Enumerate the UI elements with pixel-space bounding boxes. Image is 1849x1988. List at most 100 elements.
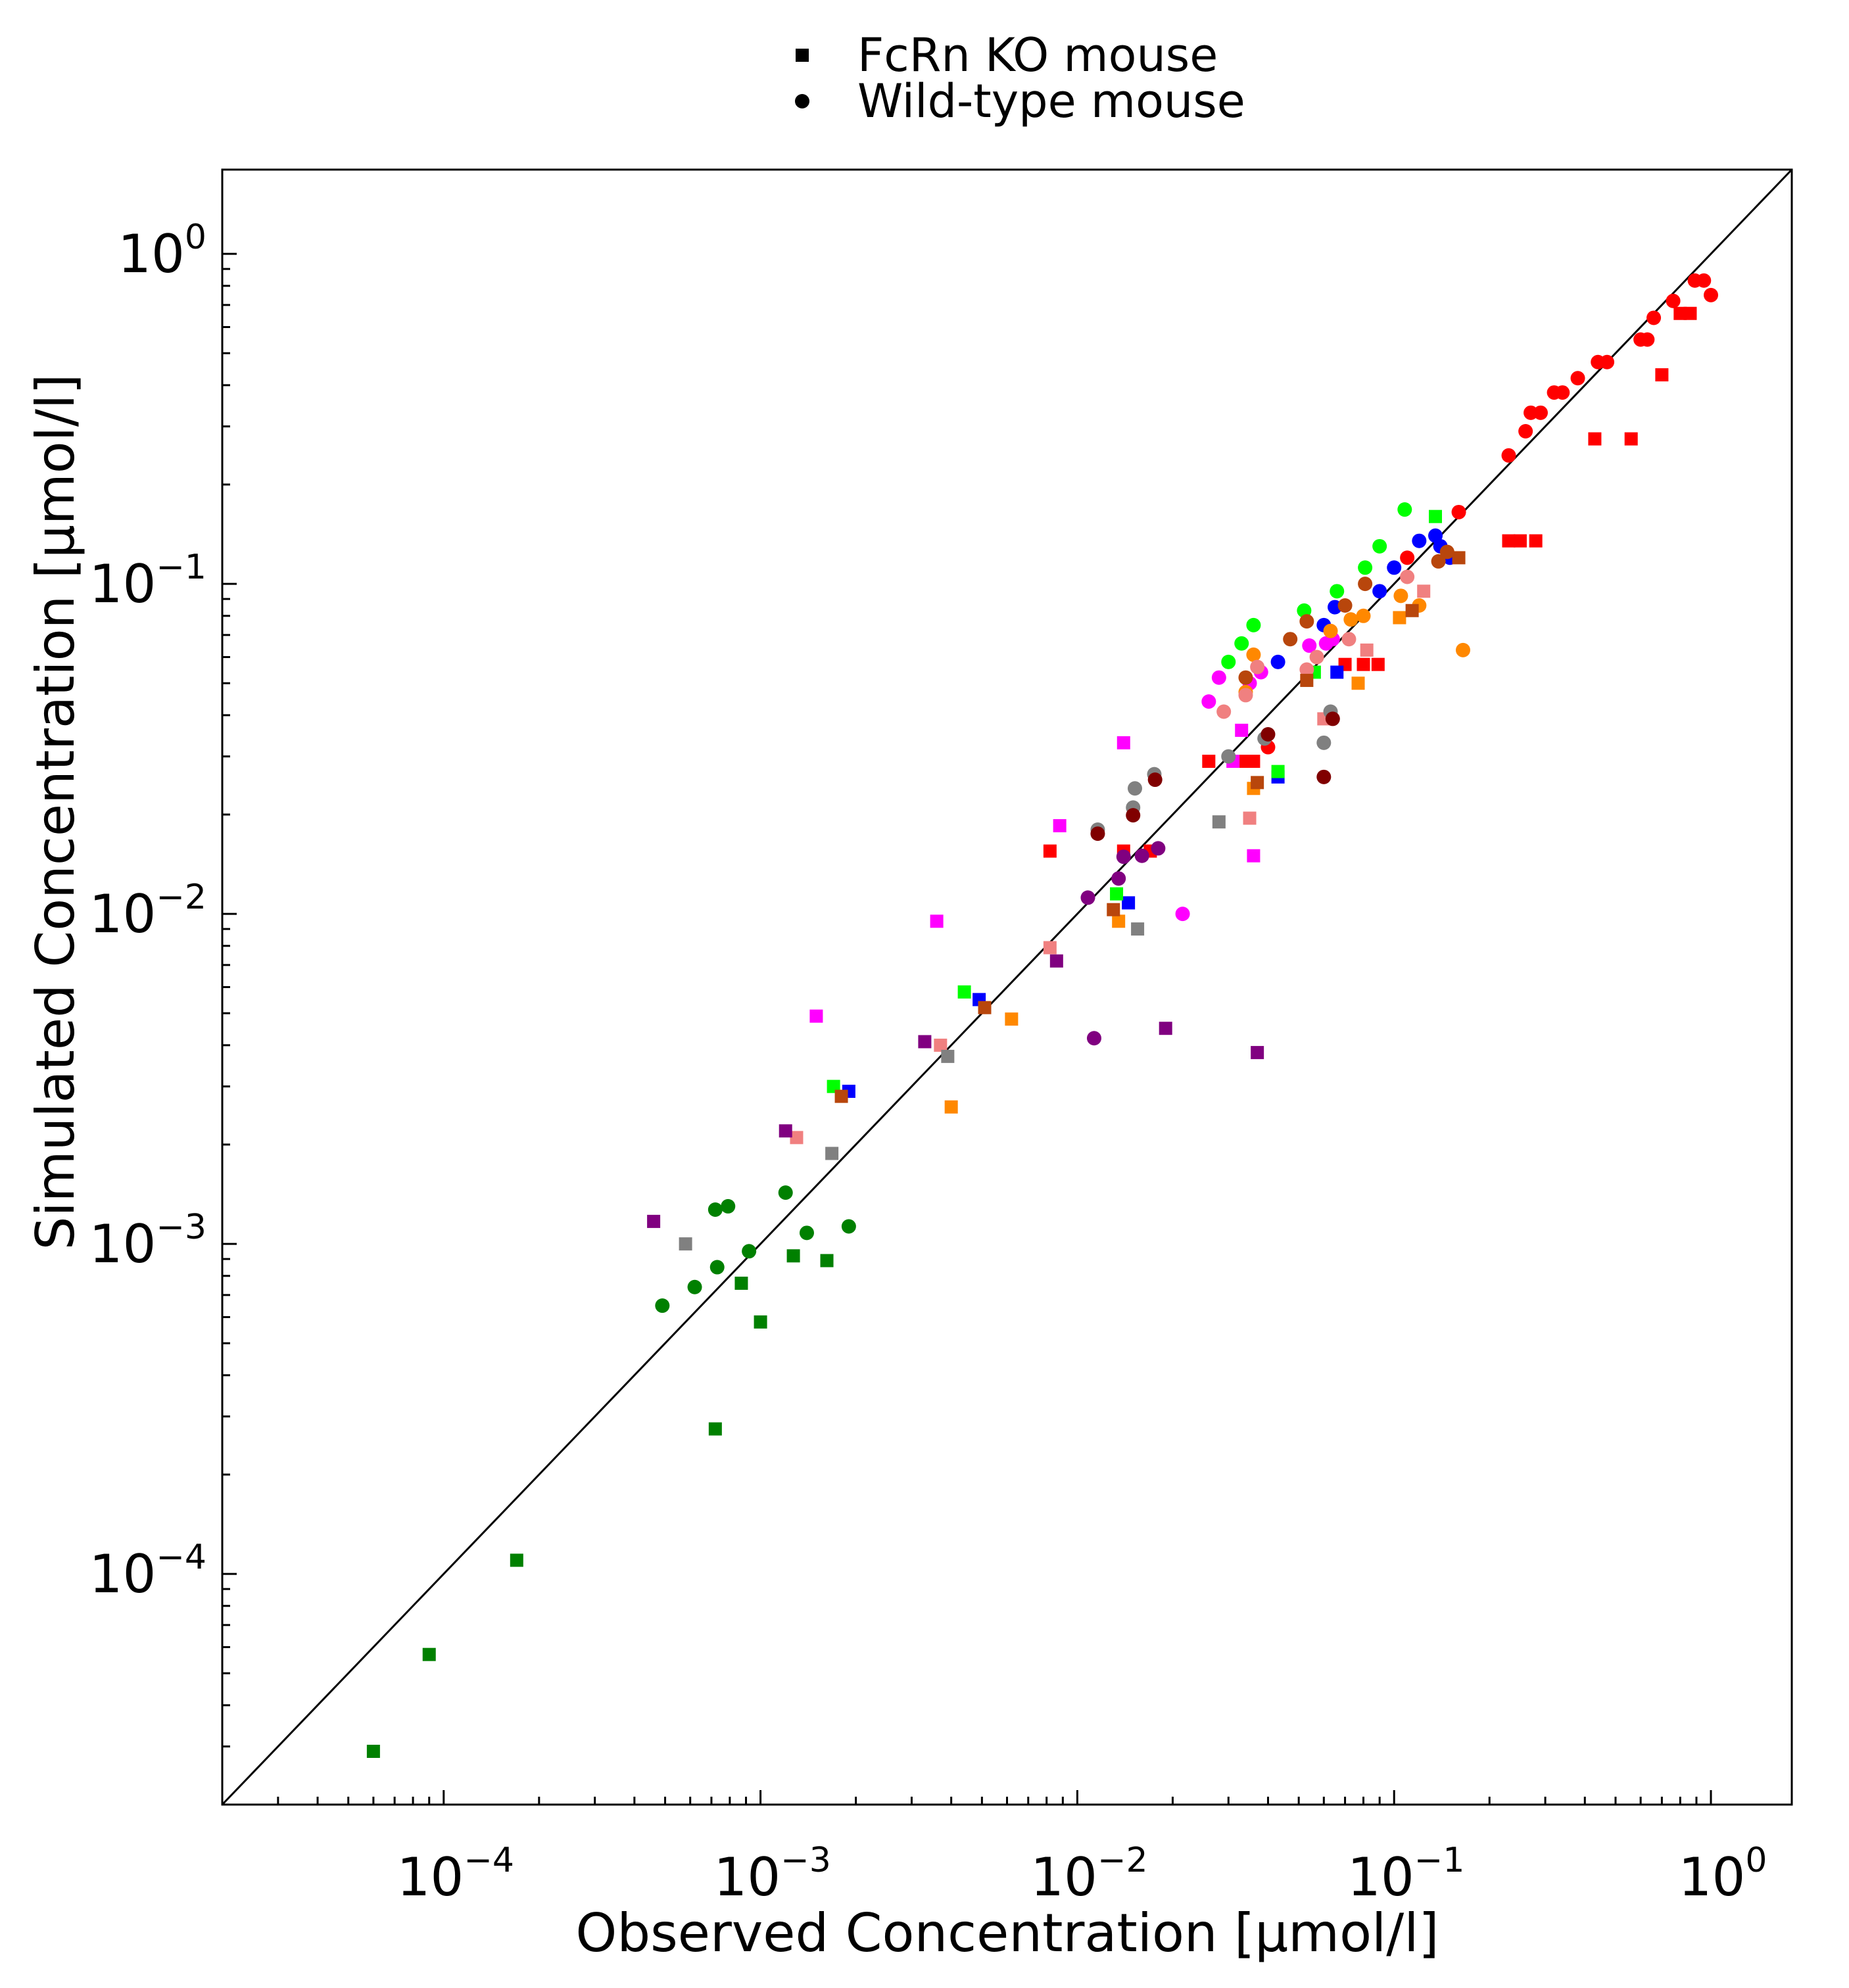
data-point-square — [422, 1647, 436, 1661]
data-point-square — [1588, 432, 1602, 446]
data-point-square — [1300, 673, 1314, 687]
data-point-square — [1502, 534, 1516, 548]
data-point-square — [1107, 903, 1120, 916]
data-point-circle — [1134, 848, 1149, 863]
data-point-square — [1452, 551, 1466, 565]
data-point-circle — [799, 1225, 814, 1241]
data-point-square — [790, 1131, 804, 1145]
data-point-circle — [1330, 584, 1345, 599]
data-point-circle — [1201, 694, 1216, 709]
data-point-square — [827, 1079, 840, 1093]
y-axis-label: Simulated Concentration [µmol/l] — [25, 374, 86, 1250]
data-point-square — [1655, 368, 1669, 382]
data-point-circle — [1299, 662, 1314, 677]
data-point-square — [1393, 611, 1406, 625]
data-point-circle — [1400, 550, 1415, 565]
data-point-circle — [1221, 749, 1236, 764]
data-point-square — [820, 1254, 834, 1267]
data-point-circle — [1221, 654, 1236, 669]
data-point-circle — [1246, 647, 1261, 662]
data-point-circle — [1128, 781, 1143, 796]
legend-label: Wild-type mouse — [857, 74, 1245, 128]
x-tick-label: 10−3 — [713, 1841, 830, 1908]
data-point-circle — [1090, 826, 1105, 841]
data-point-square — [1251, 1046, 1264, 1060]
data-point-circle — [1343, 612, 1358, 627]
data-point-circle — [1555, 385, 1570, 400]
x-tick-label: 10−1 — [1347, 1841, 1464, 1908]
data-point-circle — [1501, 448, 1516, 463]
data-point-circle — [1216, 704, 1232, 719]
data-point-square — [1112, 914, 1126, 928]
data-point-square — [510, 1553, 523, 1567]
data-point-circle — [1646, 310, 1662, 325]
data-point-square — [978, 1001, 992, 1014]
data-point-square — [1417, 584, 1431, 598]
data-point-circle — [1341, 632, 1357, 647]
data-point-circle — [1246, 617, 1261, 632]
data-point-circle — [1283, 632, 1298, 647]
data-point-square — [1005, 1012, 1019, 1026]
data-point-square — [1624, 432, 1638, 446]
data-point-circle — [1393, 588, 1408, 604]
x-tick-label: 10−2 — [1030, 1841, 1147, 1908]
data-point-square — [809, 1009, 823, 1023]
axes-ticks: 10−4 10−3 10−2 10−1 100 10−4 10−3 10−2 10−1 100 — [89, 168, 1793, 1908]
data-point-square — [1405, 604, 1419, 617]
data-point-circle — [1309, 650, 1324, 665]
data-point-square — [1243, 811, 1257, 825]
data-point-square — [1513, 534, 1527, 548]
data-point-circle — [709, 1260, 725, 1275]
legend-label: FcRn KO mouse — [857, 28, 1218, 82]
data-point-square — [1049, 954, 1063, 968]
data-point-square — [1043, 941, 1057, 955]
data-point-circle — [1316, 769, 1332, 784]
data-point-circle — [721, 1198, 736, 1214]
data-point-square — [1235, 723, 1249, 737]
data-point-circle — [1600, 354, 1615, 369]
data-point-circle — [1086, 1031, 1101, 1046]
data-point-square — [1110, 887, 1124, 901]
data-point-circle — [1270, 654, 1285, 669]
data-point-circle — [1387, 560, 1402, 575]
data-point-circle — [1640, 332, 1655, 347]
data-point-square — [930, 914, 944, 928]
data-point-circle — [1372, 584, 1387, 599]
data-point-square — [944, 1100, 958, 1114]
x-axis-label: Observed Concentration [µmol/l] — [575, 1903, 1439, 1964]
data-point-square — [834, 1089, 848, 1103]
data-point-square — [957, 985, 971, 999]
data-point-square — [941, 1049, 955, 1063]
data-point-circle — [1439, 544, 1454, 559]
data-point-square — [1357, 657, 1370, 671]
data-point-circle — [1533, 405, 1548, 420]
data-point-square — [1360, 643, 1374, 657]
data-point-square — [825, 1147, 839, 1160]
data-point-square — [1683, 306, 1697, 320]
data-point-circle — [1666, 293, 1681, 308]
identity-line — [221, 168, 1793, 1806]
data-point-circle — [1151, 841, 1166, 856]
x-tick-label: 100 — [1679, 1841, 1767, 1908]
data-point-circle — [1412, 533, 1427, 548]
data-point-square — [366, 1744, 380, 1758]
y-tick-label: 10−2 — [89, 878, 206, 945]
data-point-square — [1212, 815, 1226, 829]
data-point-square — [1673, 306, 1687, 320]
x-tick-label: 10−4 — [397, 1841, 514, 1908]
data-point-circle — [1299, 614, 1314, 629]
data-point-circle — [1238, 688, 1253, 703]
data-point-circle — [1250, 659, 1265, 674]
data-point-circle — [1234, 636, 1249, 651]
legend-circle-marker — [795, 94, 809, 108]
legend-square-marker — [796, 49, 809, 62]
data-point-square — [1202, 755, 1216, 769]
data-point-square — [1351, 676, 1365, 690]
data-point-square — [734, 1276, 748, 1290]
data-point-square — [1529, 534, 1543, 548]
data-point-square — [779, 1124, 792, 1138]
data-point-circle — [742, 1244, 757, 1259]
data-point-square — [1247, 849, 1261, 863]
